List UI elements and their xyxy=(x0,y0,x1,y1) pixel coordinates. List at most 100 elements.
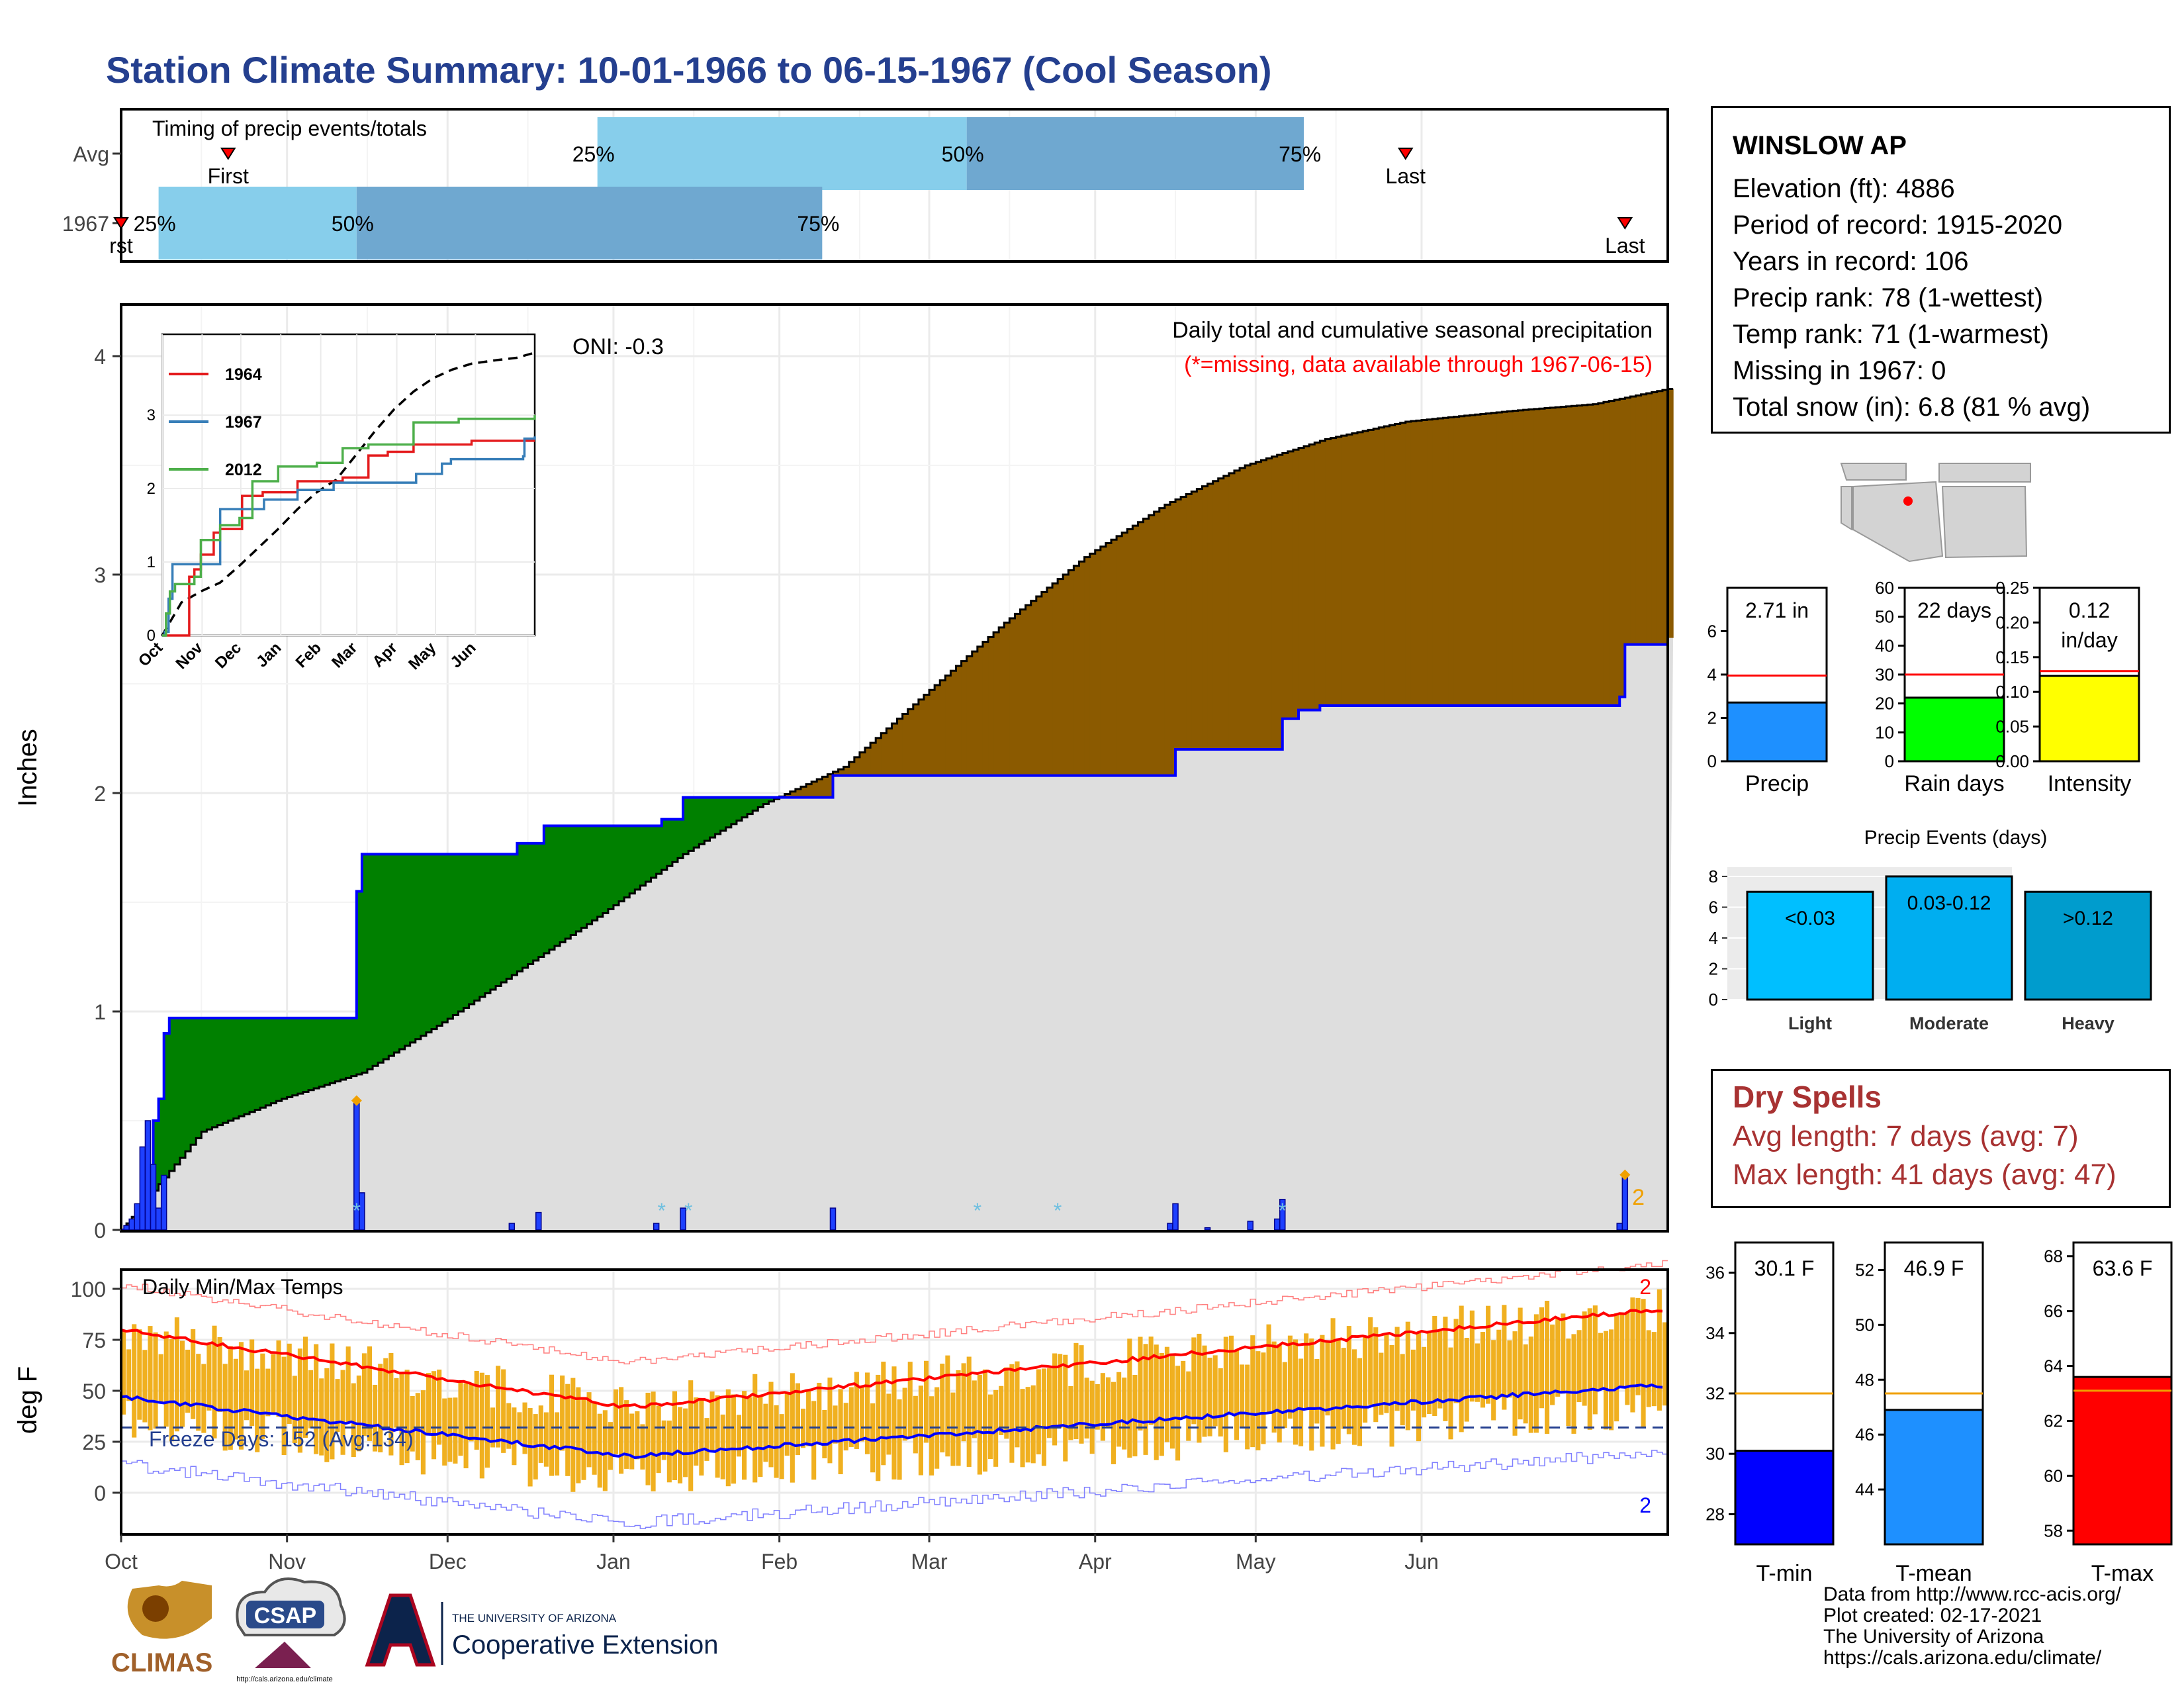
daily-temp-range-bar xyxy=(437,1369,442,1445)
precip-note: Daily total and cumulative seasonal prec… xyxy=(1172,318,1653,343)
temp-bar-tick-label: 36 xyxy=(1706,1263,1725,1283)
below-normal-segment xyxy=(870,743,876,776)
daily-temp-range-bar xyxy=(1218,1368,1223,1437)
daily-temp-range-bar xyxy=(1132,1375,1138,1457)
daily-temp-range-bar xyxy=(185,1349,191,1413)
climas-mark xyxy=(127,1581,212,1639)
below-normal-segment xyxy=(1384,426,1390,706)
daily-temp-range-bar xyxy=(287,1343,292,1425)
below-normal-segment xyxy=(902,714,909,776)
month-label: Feb xyxy=(761,1550,797,1573)
station-temp-rank: Temp rank: 71 (1-warmest) xyxy=(1733,320,2049,349)
daily-temp-range-bar xyxy=(222,1364,228,1451)
daily-temp-range-bar xyxy=(720,1414,725,1479)
above-normal-segment xyxy=(661,819,668,870)
daily-temp-range-bar xyxy=(1143,1344,1148,1455)
daily-temp-range-bar xyxy=(432,1371,437,1460)
daily-temp-range-bar xyxy=(1030,1385,1036,1464)
daily-temp-range-bar xyxy=(1432,1316,1437,1417)
below-normal-segment xyxy=(1218,478,1224,749)
timing-bar-q50-q75 xyxy=(356,187,823,259)
daily-temp-range-bar xyxy=(1015,1361,1020,1448)
daily-temp-range-bar xyxy=(484,1375,490,1468)
above-normal-segment xyxy=(608,825,614,910)
below-normal-segment xyxy=(1561,406,1567,706)
daily-temp-range-bar xyxy=(619,1387,624,1474)
daily-temp-range-bar xyxy=(1164,1346,1169,1442)
above-normal-segment xyxy=(576,825,582,931)
daily-temp-range-bar xyxy=(271,1354,276,1414)
daily-temp-range-bar xyxy=(260,1353,265,1439)
mini-bar-value: 22 days xyxy=(1917,598,1991,622)
below-normal-segment xyxy=(1111,539,1117,776)
max-event-marker xyxy=(1619,1169,1631,1180)
daily-temp-range-bar xyxy=(324,1368,330,1462)
precip-plot-area: * * * * * * xyxy=(121,388,1674,1231)
above-normal-segment xyxy=(453,854,459,1015)
mini-bar xyxy=(1726,701,1828,763)
below-normal-segment xyxy=(1587,404,1594,706)
daily-temp-range-bar xyxy=(132,1324,137,1438)
above-normal-segment xyxy=(479,854,486,997)
daily-temp-range-bar xyxy=(1336,1340,1341,1444)
record-high-count: 2 xyxy=(1639,1275,1651,1299)
daily-temp-range-bar xyxy=(308,1370,314,1429)
below-normal-segment xyxy=(1052,583,1058,776)
daily-temp-range-bar xyxy=(742,1391,747,1480)
daily-temp-range-bar xyxy=(1073,1342,1079,1440)
below-normal-segment xyxy=(1576,405,1583,706)
mini-bar-value: 0.12 xyxy=(2069,598,2110,622)
below-normal-segment xyxy=(1400,422,1406,706)
daily-temp-range-bar xyxy=(255,1368,260,1452)
precip-panel-frame xyxy=(120,303,1669,1233)
daily-temp-range-bar xyxy=(1175,1366,1181,1461)
daily-precip-bar xyxy=(155,1207,162,1231)
daily-temp-range-bar xyxy=(1469,1310,1475,1402)
daily-temp-range-bar xyxy=(404,1370,410,1464)
below-normal-segment xyxy=(876,737,882,776)
below-normal-segment xyxy=(1148,515,1155,776)
daily-temp-range-bar xyxy=(1459,1305,1464,1432)
month-label: May xyxy=(1236,1550,1275,1573)
last-event-marker xyxy=(1397,148,1414,160)
mini-bar-label: Precip xyxy=(1745,771,1809,796)
daily-temp-range-bar xyxy=(581,1397,586,1480)
below-normal-segment xyxy=(1635,395,1642,645)
below-normal-segment xyxy=(1566,406,1572,706)
temp-plot-area xyxy=(120,1260,1668,1529)
daily-precip-bar xyxy=(128,1218,135,1231)
daily-temp-range-bar xyxy=(597,1413,602,1488)
above-normal-segment xyxy=(543,825,550,953)
daily-temp-range-bar xyxy=(699,1399,704,1476)
mini-bar-tick-label: 60 xyxy=(1875,578,1894,598)
daily-temp-range-bar xyxy=(768,1382,774,1468)
below-normal-segment xyxy=(1351,433,1358,706)
below-normal-segment xyxy=(1592,404,1599,706)
station-dot xyxy=(1903,496,1913,506)
event-category-label: Heavy xyxy=(2062,1013,2115,1033)
below-normal-segment xyxy=(1197,489,1203,749)
inset-series-1967 xyxy=(162,436,536,637)
above-normal-segment xyxy=(196,1017,202,1139)
above-normal-segment xyxy=(496,854,502,986)
temp-bar-value: 46.9 F xyxy=(1904,1256,1964,1280)
daily-temp-range-bar xyxy=(1502,1305,1507,1410)
daily-temp-range-bar xyxy=(897,1399,902,1480)
mini-bar-tick-label: 40 xyxy=(1875,635,1894,655)
daily-precip-bar xyxy=(139,1146,146,1231)
above-normal-segment xyxy=(645,825,652,882)
below-normal-segment xyxy=(790,791,796,798)
daily-temp-range-bar xyxy=(1261,1352,1266,1444)
mini-bar-value: 2.71 in xyxy=(1745,598,1809,622)
timing-row-label: Avg xyxy=(73,142,109,166)
daily-temp-range-bar xyxy=(1614,1313,1619,1422)
above-normal-segment xyxy=(651,825,657,878)
daily-temp-range-bar xyxy=(212,1325,217,1438)
below-normal-segment xyxy=(1614,400,1620,706)
daily-temp-range-bar xyxy=(1095,1383,1100,1430)
daily-temp-range-bar xyxy=(1122,1378,1127,1450)
daily-temp-range-bar xyxy=(1041,1368,1046,1466)
inset-legend-label: 1964 xyxy=(225,365,262,384)
daily-temp-range-bar xyxy=(383,1358,388,1429)
